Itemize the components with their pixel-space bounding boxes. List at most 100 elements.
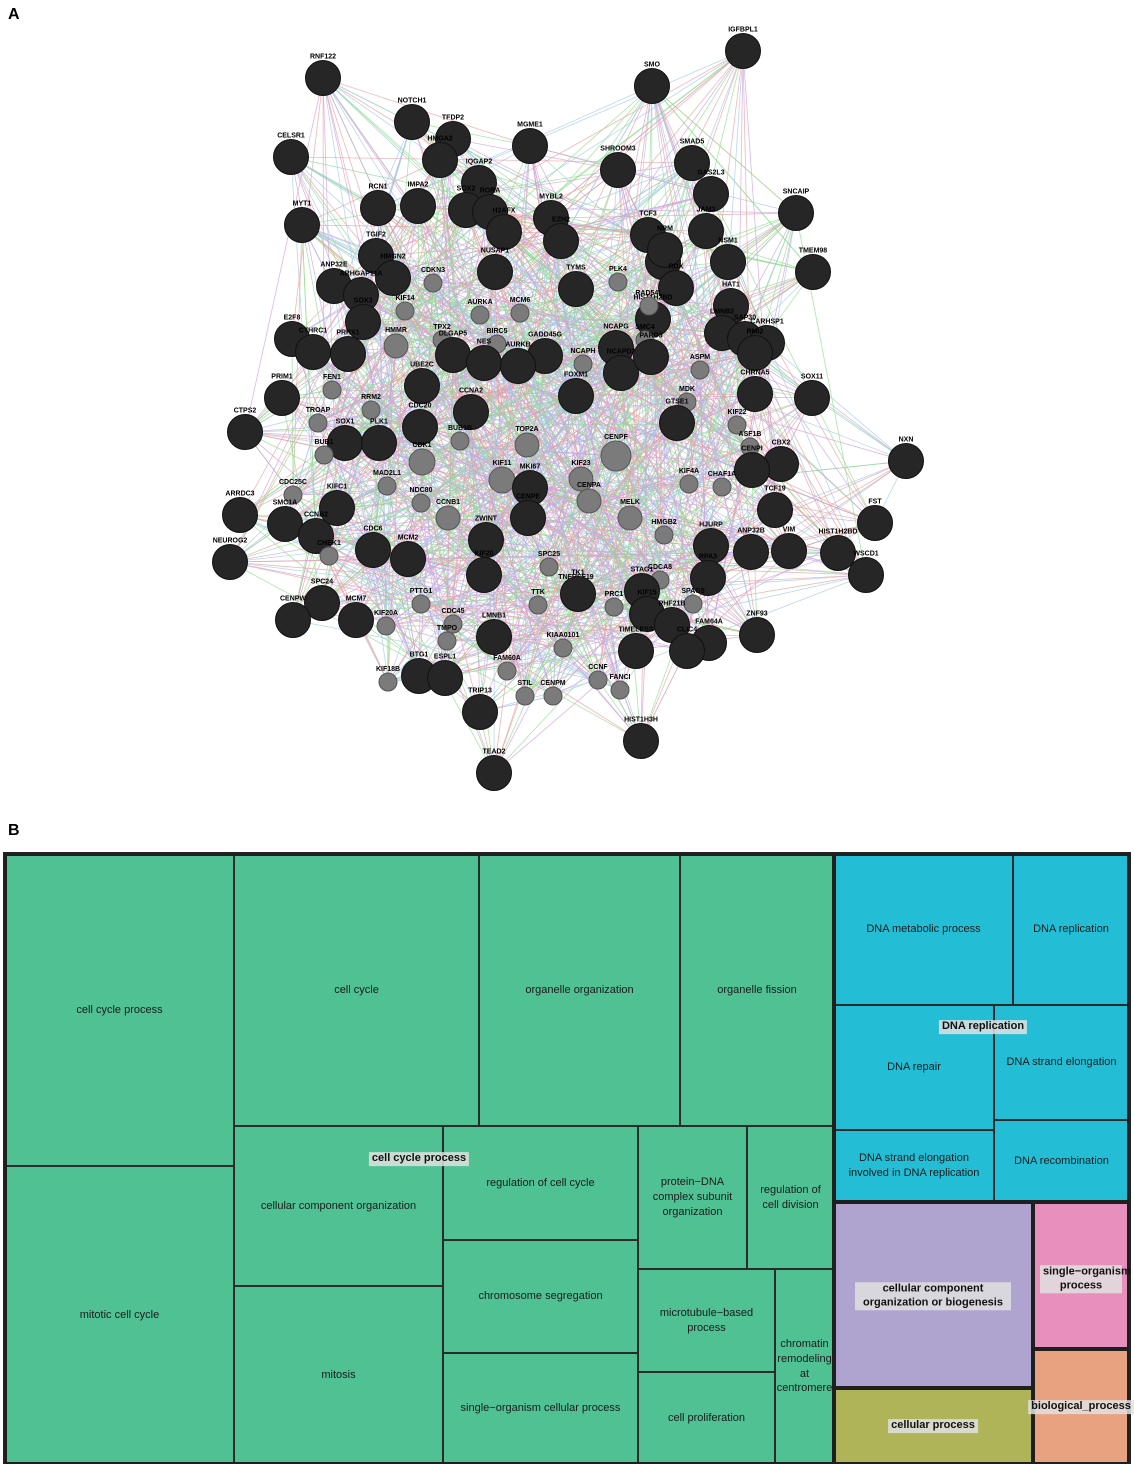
node-circle bbox=[400, 188, 436, 224]
network-edge bbox=[407, 558, 599, 681]
network-edge bbox=[291, 338, 420, 677]
node-hmga2: HMGA2 bbox=[422, 136, 458, 178]
network-edge bbox=[301, 224, 317, 537]
node-circle bbox=[558, 271, 594, 307]
network-edge bbox=[692, 574, 867, 605]
node-circle bbox=[600, 440, 632, 472]
node-circle bbox=[543, 686, 563, 706]
node-label: PLK4 bbox=[609, 266, 627, 273]
network-edge bbox=[281, 397, 495, 638]
node-circle bbox=[733, 534, 769, 570]
node-circle bbox=[275, 602, 311, 638]
node-circle bbox=[659, 405, 695, 441]
node-tmpo: TMPO bbox=[437, 625, 458, 651]
node-circle bbox=[361, 425, 397, 461]
node-ndc80: NDC80 bbox=[410, 487, 433, 513]
node-circle bbox=[553, 638, 573, 658]
node-label: CDC45 bbox=[442, 608, 465, 615]
network-edge bbox=[323, 454, 539, 606]
network-edge bbox=[650, 356, 813, 399]
node-label: MCM6 bbox=[510, 297, 531, 304]
network-edge bbox=[766, 342, 907, 462]
node-circle bbox=[560, 576, 596, 612]
node-notch1: NOTCH1 bbox=[394, 98, 430, 140]
network-nodes: IGFBPL1 RNF122 SMO NOTCH1 TFDP2 MGME1 CELSR1 HM… bbox=[212, 27, 924, 791]
node-circle bbox=[488, 466, 516, 494]
node-circle bbox=[674, 145, 710, 181]
node-label: CCNB1 bbox=[436, 499, 460, 506]
node-stil: STIL bbox=[515, 680, 535, 706]
node-circle bbox=[330, 336, 366, 372]
node-label: FAM60A bbox=[493, 655, 521, 662]
node-label: RMI2 bbox=[747, 329, 764, 336]
node-circle bbox=[739, 617, 775, 653]
node-label: CENPE bbox=[516, 494, 540, 501]
node-label: SOX2 bbox=[457, 186, 476, 193]
treemap-tile: organelle organization bbox=[479, 854, 680, 1126]
node-cdc45: CDC45 bbox=[442, 608, 465, 634]
node-circle bbox=[568, 466, 594, 492]
node-kif22: KIF22 bbox=[727, 409, 747, 435]
node-label: CELSR1 bbox=[277, 133, 305, 140]
node-igfbpl1: IGFBPL1 bbox=[725, 27, 761, 69]
node-circle bbox=[725, 33, 761, 69]
node-cdk1: CDK1 bbox=[408, 442, 436, 476]
node-smo: SMO bbox=[634, 62, 670, 104]
node-label: TYMS bbox=[566, 265, 586, 272]
node-lmnb1: LMNB1 bbox=[476, 613, 512, 655]
network-edge bbox=[301, 205, 419, 226]
node-circle bbox=[437, 631, 457, 651]
network-edge bbox=[317, 234, 649, 424]
node-circle bbox=[654, 525, 674, 545]
network-edge bbox=[506, 347, 617, 672]
node-cenpa: CENPA bbox=[576, 482, 602, 514]
network-edge bbox=[676, 422, 790, 552]
node-circle bbox=[757, 492, 793, 528]
node-label: SOX1 bbox=[336, 419, 355, 426]
node-circle bbox=[737, 335, 773, 371]
node-label: EZH2 bbox=[552, 217, 570, 224]
node-circle bbox=[608, 272, 628, 292]
node-label: NRM bbox=[657, 226, 673, 233]
treemap-tile: single−organism cellular process bbox=[443, 1353, 638, 1464]
node-label: SMC1A bbox=[273, 500, 298, 507]
node-cenpf: CENPF bbox=[600, 434, 632, 472]
node-label: PRRX1 bbox=[336, 330, 359, 337]
node-label: PRIM1 bbox=[271, 374, 293, 381]
network-edge bbox=[360, 193, 712, 296]
node-circle bbox=[376, 616, 396, 636]
node-circle bbox=[658, 270, 694, 306]
treemap-group-label: DNA replication bbox=[938, 1020, 1028, 1034]
node-wscd1: WSCD1 bbox=[848, 551, 884, 593]
node-circle bbox=[727, 415, 747, 435]
network-edge bbox=[527, 261, 729, 519]
node-circle bbox=[212, 544, 248, 580]
node-impa2: IMPA2 bbox=[400, 182, 436, 224]
network-edge bbox=[322, 77, 448, 642]
network-edge bbox=[517, 365, 710, 644]
node-pttg1: PTTG1 bbox=[410, 588, 433, 614]
node-circle bbox=[618, 633, 654, 669]
node-circle bbox=[476, 619, 512, 655]
network-edge bbox=[284, 479, 503, 525]
node-ube2c: UBE2C bbox=[404, 362, 440, 404]
node-label: TTK bbox=[531, 589, 545, 596]
network-edge bbox=[420, 502, 637, 652]
node-anp32e: ANP32E bbox=[316, 262, 352, 304]
node-label: UBE2C bbox=[410, 362, 434, 369]
node-label: CHEK1 bbox=[317, 540, 341, 547]
node-label: PTTG1 bbox=[410, 588, 433, 595]
network-edge bbox=[493, 636, 599, 681]
node-espl1: ESPL1 bbox=[427, 654, 463, 696]
node-circle bbox=[227, 414, 263, 450]
network-edge bbox=[244, 77, 324, 433]
network-edge bbox=[503, 231, 577, 591]
node-aspm: ASPM bbox=[690, 354, 710, 380]
network-edge bbox=[417, 205, 495, 774]
network-edge bbox=[617, 169, 648, 615]
node-label: ANP32B bbox=[737, 528, 765, 535]
node-sox11: SOX11 bbox=[794, 374, 830, 416]
network-edge bbox=[229, 561, 446, 679]
node-circle bbox=[820, 535, 856, 571]
network-edge bbox=[375, 255, 642, 742]
